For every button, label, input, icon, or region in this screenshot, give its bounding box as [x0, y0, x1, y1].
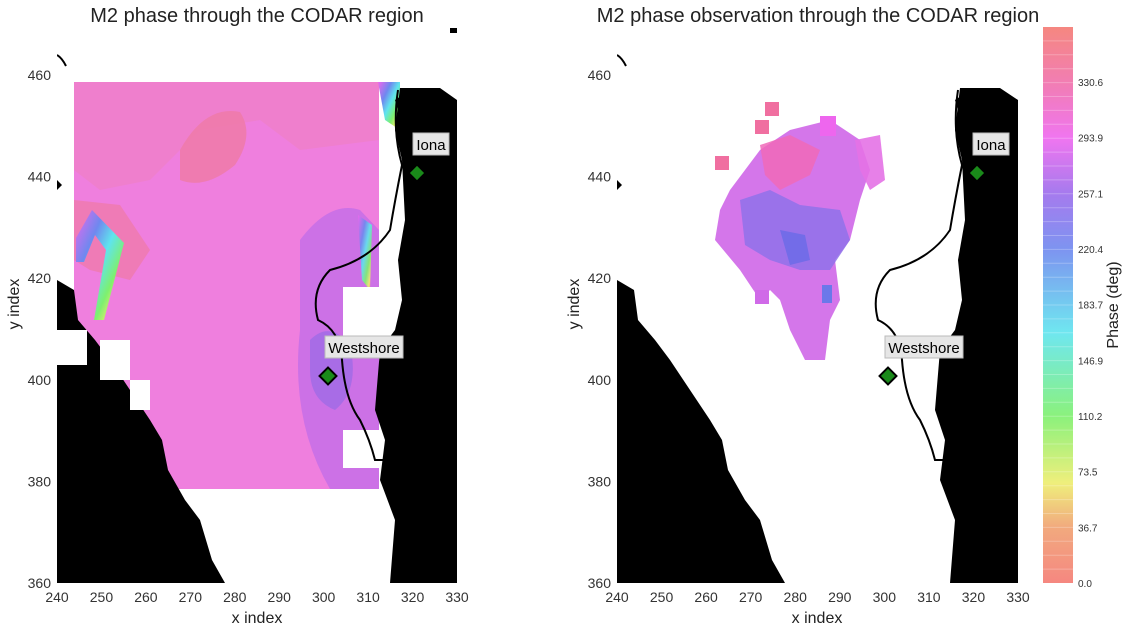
observation-y-axis-label: y index	[566, 279, 583, 330]
colorbar-tick-label: 36.7	[1078, 523, 1098, 534]
observation-axis-ticks: 240 250 260 270 280 290 300 310 320 330 360 380 400 4…	[588, 67, 1030, 605]
model-phase-wrap-artefact	[358, 215, 372, 290]
model-phase-wrap-artefact	[378, 82, 400, 130]
observation-low-phase-patch	[740, 190, 850, 270]
station-marker-icon	[967, 163, 987, 183]
observation-high-phase-patch	[760, 135, 820, 190]
x-tick-label: 320	[962, 589, 986, 605]
y-tick-label: 440	[588, 169, 612, 185]
observation-x-axis-label: x index	[792, 610, 843, 627]
model-phase-panel: M2 phase through the CODAR region	[6, 5, 469, 627]
y-tick-label: 460	[588, 67, 612, 83]
y-tick-label: 400	[28, 372, 52, 388]
x-tick-label: 260	[134, 589, 158, 605]
station-label: Westshore	[888, 340, 959, 357]
x-tick-label: 290	[268, 589, 292, 605]
station-label: Westshore	[328, 340, 399, 357]
x-tick-label: 270	[179, 589, 203, 605]
x-tick-label: 300	[312, 589, 336, 605]
colorbar-tick-label: 293.9	[1078, 134, 1103, 145]
y-tick-label: 420	[28, 270, 52, 286]
x-tick-label: 330	[1006, 589, 1030, 605]
y-tick-label: 420	[588, 270, 612, 286]
colorbar-tick-label: 183.7	[1078, 301, 1103, 312]
x-tick-label: 290	[828, 589, 852, 605]
y-tick-label: 460	[28, 67, 52, 83]
land-mask	[617, 88, 1018, 583]
colorbar-tick-label: 220.4	[1078, 245, 1103, 256]
station-label-box	[972, 132, 1010, 156]
model-contour-band	[74, 82, 379, 190]
observation-low-phase-patch	[780, 230, 810, 265]
y-tick-label: 360	[28, 575, 52, 591]
colorbar-tick-label: 73.5	[1078, 468, 1098, 479]
x-tick-label: 300	[873, 589, 897, 605]
model-panel-title: M2 phase through the CODAR region	[90, 5, 424, 27]
station-label: Iona	[976, 137, 1006, 154]
y-tick-label: 440	[28, 169, 52, 185]
coastline	[57, 54, 67, 67]
colorbar: 0.0 36.7 73.5 110.2 146.9 183.7 220.4 257.1 293.…	[1043, 27, 1122, 590]
model-y-axis-label: y index	[6, 279, 23, 330]
station-marker-icon	[407, 163, 427, 183]
station-label-box	[324, 335, 404, 359]
x-tick-label: 310	[917, 589, 941, 605]
station-marker-icon	[878, 366, 898, 386]
x-tick-label: 320	[401, 589, 425, 605]
x-tick-label: 270	[739, 589, 763, 605]
model-x-axis-label: x index	[232, 610, 283, 627]
colorbar-tick-label: 257.1	[1078, 189, 1103, 200]
station-iona: Iona	[407, 132, 450, 183]
observation-phase-field	[715, 102, 885, 360]
x-tick-label: 240	[45, 589, 69, 605]
y-tick-label: 380	[28, 473, 52, 489]
x-tick-label: 310	[356, 589, 380, 605]
colorbar-tick-label: 146.9	[1078, 356, 1103, 367]
colorbar-bands	[1043, 40, 1073, 570]
x-tick-label: 330	[445, 589, 469, 605]
station-marker-icon	[318, 366, 338, 386]
x-tick-label: 260	[694, 589, 718, 605]
colorbar-tick-label: 0.0	[1078, 579, 1092, 590]
observation-phase-panel: M2 phase observation through the CODAR r…	[566, 5, 1039, 627]
y-tick-label: 380	[588, 473, 612, 489]
coastline	[617, 54, 627, 67]
y-tick-label: 400	[588, 372, 612, 388]
coastline	[874, 89, 1018, 466]
colorbar-tick-label: 330.6	[1078, 78, 1103, 89]
x-tick-label: 250	[650, 589, 674, 605]
x-tick-label: 240	[605, 589, 629, 605]
station-label: Iona	[416, 137, 446, 154]
model-phase-wrap-artefact	[76, 210, 124, 320]
station-iona: Iona	[967, 132, 1010, 183]
model-axis-ticks: 240 250 260 270 280 290 300 310 320 330 360 380 400 4…	[28, 67, 469, 605]
model-high-phase-patch	[180, 111, 247, 183]
colorbar-label: Phase (deg)	[1105, 261, 1122, 348]
x-tick-label: 280	[784, 589, 808, 605]
x-tick-label: 280	[223, 589, 247, 605]
colorbar-ticks: 0.0 36.7 73.5 110.2 146.9 183.7 220.4 257.1 293.…	[1078, 78, 1103, 590]
station-label-box	[412, 132, 450, 156]
station-label-box	[884, 335, 964, 359]
station-westshore: Westshore	[318, 335, 404, 386]
x-tick-label: 250	[90, 589, 114, 605]
coastline	[314, 89, 457, 466]
colorbar-tick-label: 110.2	[1078, 412, 1103, 423]
y-tick-label: 360	[588, 575, 612, 591]
colorbar-gradient	[1043, 27, 1073, 583]
observation-panel-title: M2 phase observation through the CODAR r…	[597, 5, 1039, 27]
station-westshore: Westshore	[878, 335, 964, 386]
